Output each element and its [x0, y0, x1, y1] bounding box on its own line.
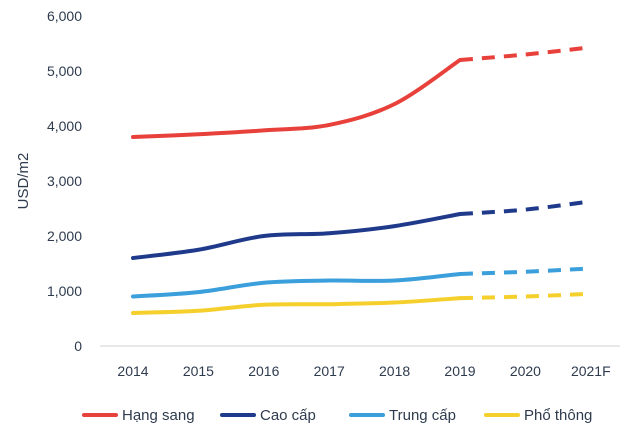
series-line-forecast: [460, 294, 591, 298]
x-tick-label: 2019: [444, 363, 475, 379]
y-tick-label: 2,000: [47, 228, 82, 244]
series-line-actual: [133, 298, 460, 313]
series-line-forecast: [460, 47, 591, 60]
x-tick-label: 2016: [248, 363, 279, 379]
y-tick-label: 5,000: [47, 63, 82, 79]
series-layer: [133, 47, 591, 313]
x-tick-label: 2020: [510, 363, 541, 379]
series-line-actual: [133, 60, 460, 137]
series-line-actual: [133, 274, 460, 297]
y-tick-label: 4,000: [47, 118, 82, 134]
y-axis-ticks: 0 1,000 2,000 3,000 4,000 5,000 6,000: [47, 8, 82, 354]
legend-label: Hạng sang: [122, 407, 195, 424]
x-axis-ticks: 2014 2015 2016 2017 2018 2019 2020 2021F: [117, 363, 610, 379]
x-tick-label: 2018: [379, 363, 410, 379]
y-tick-label: 1,000: [47, 283, 82, 299]
y-tick-label: 0: [74, 338, 82, 354]
series-line-forecast: [460, 268, 591, 274]
x-tick-label: 2021F: [571, 363, 611, 379]
legend: Hạng sang Cao cấp Trung cấp Phổ thông: [84, 407, 592, 424]
series-line-actual: [133, 214, 460, 258]
y-tick-label: 3,000: [47, 173, 82, 189]
legend-label: Trung cấp: [389, 407, 456, 424]
series-line-forecast: [460, 201, 591, 214]
legend-label: Phổ thông: [524, 407, 592, 424]
x-tick-label: 2015: [183, 363, 214, 379]
y-axis-title: USD/m2: [15, 153, 32, 210]
y-tick-label: 6,000: [47, 8, 82, 24]
x-tick-label: 2014: [117, 363, 148, 379]
legend-label: Cao cấp: [260, 407, 316, 424]
x-tick-label: 2017: [314, 363, 345, 379]
